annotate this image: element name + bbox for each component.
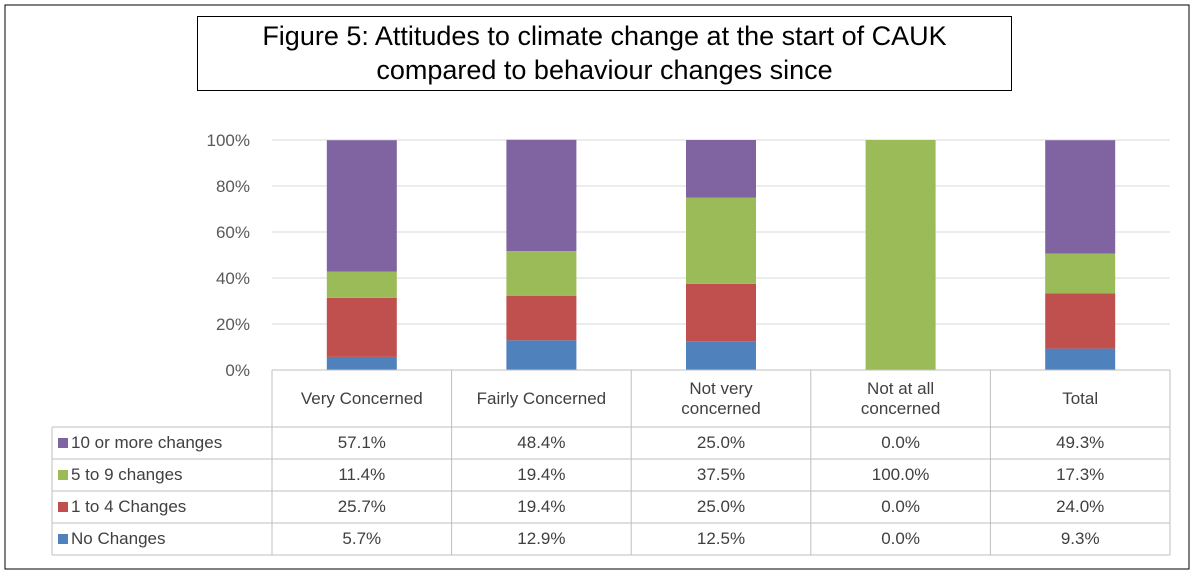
data-label: 48.4% — [517, 433, 566, 453]
bar-segment — [506, 295, 577, 341]
data-label: 0.0% — [881, 529, 920, 549]
category-label: Very Concerned — [300, 388, 423, 408]
legend-label: 10 or more changes — [71, 433, 223, 453]
data-label: 57.1% — [337, 433, 386, 453]
data-label: 12.5% — [696, 529, 746, 549]
bar-segment — [506, 139, 577, 252]
bar-segment — [1045, 253, 1116, 294]
bar-segment — [686, 283, 756, 342]
category-label: Total — [1062, 388, 1099, 408]
y-tick-label: 80% — [216, 177, 250, 196]
bar-segment — [686, 140, 756, 198]
data-label: 25.0% — [696, 433, 746, 453]
legend-swatch — [58, 534, 68, 544]
legend-label: No Changes — [71, 529, 166, 549]
category-label: Not very concerned — [681, 378, 761, 418]
data-label: 24.0% — [1056, 497, 1105, 517]
data-label: 100.0% — [871, 465, 930, 485]
data-label: 0.0% — [881, 433, 920, 453]
bar-segment — [326, 356, 397, 370]
legend-swatch — [58, 438, 68, 448]
bar-segment — [1045, 293, 1116, 349]
y-tick-label: 20% — [216, 315, 250, 334]
y-tick-label: 100% — [207, 131, 250, 150]
frame — [4, 4, 1190, 570]
legend-swatch — [58, 470, 68, 480]
bar-segment — [326, 297, 397, 357]
bar-segment — [326, 271, 397, 298]
legend-label: 5 to 9 changes — [71, 465, 183, 485]
bar-segment — [506, 340, 577, 370]
y-tick-label: 60% — [216, 223, 250, 242]
bar-segment — [506, 251, 577, 296]
legend-label: 1 to 4 Changes — [71, 497, 187, 517]
data-label: 5.7% — [342, 529, 382, 549]
bar-segment — [326, 140, 397, 272]
data-label: 17.3% — [1056, 465, 1105, 485]
bar-segment — [686, 341, 756, 370]
category-label: Fairly Concerned — [476, 388, 607, 408]
data-label: 25.7% — [337, 497, 386, 517]
bar-segment — [1045, 140, 1116, 254]
data-label: 12.9% — [517, 529, 566, 549]
category-label: Not at all concerned — [860, 378, 941, 418]
data-label: 37.5% — [696, 465, 746, 485]
data-label: 25.0% — [696, 497, 746, 517]
bar-segment — [865, 140, 936, 370]
data-label: 49.3% — [1056, 433, 1105, 453]
bar-segment — [1045, 348, 1116, 370]
data-label: 11.4% — [338, 465, 386, 485]
y-tick-label: 40% — [216, 269, 250, 288]
chart-title: Figure 5: Attitudes to climate change at… — [197, 16, 1012, 91]
legend-swatch — [58, 502, 68, 512]
data-label: 9.3% — [1060, 529, 1100, 549]
data-label: 0.0% — [881, 497, 920, 517]
data-label: 19.4% — [517, 465, 566, 485]
bar-segment — [686, 197, 756, 284]
y-tick-label: 0% — [225, 361, 250, 380]
data-label: 19.4% — [517, 497, 566, 517]
